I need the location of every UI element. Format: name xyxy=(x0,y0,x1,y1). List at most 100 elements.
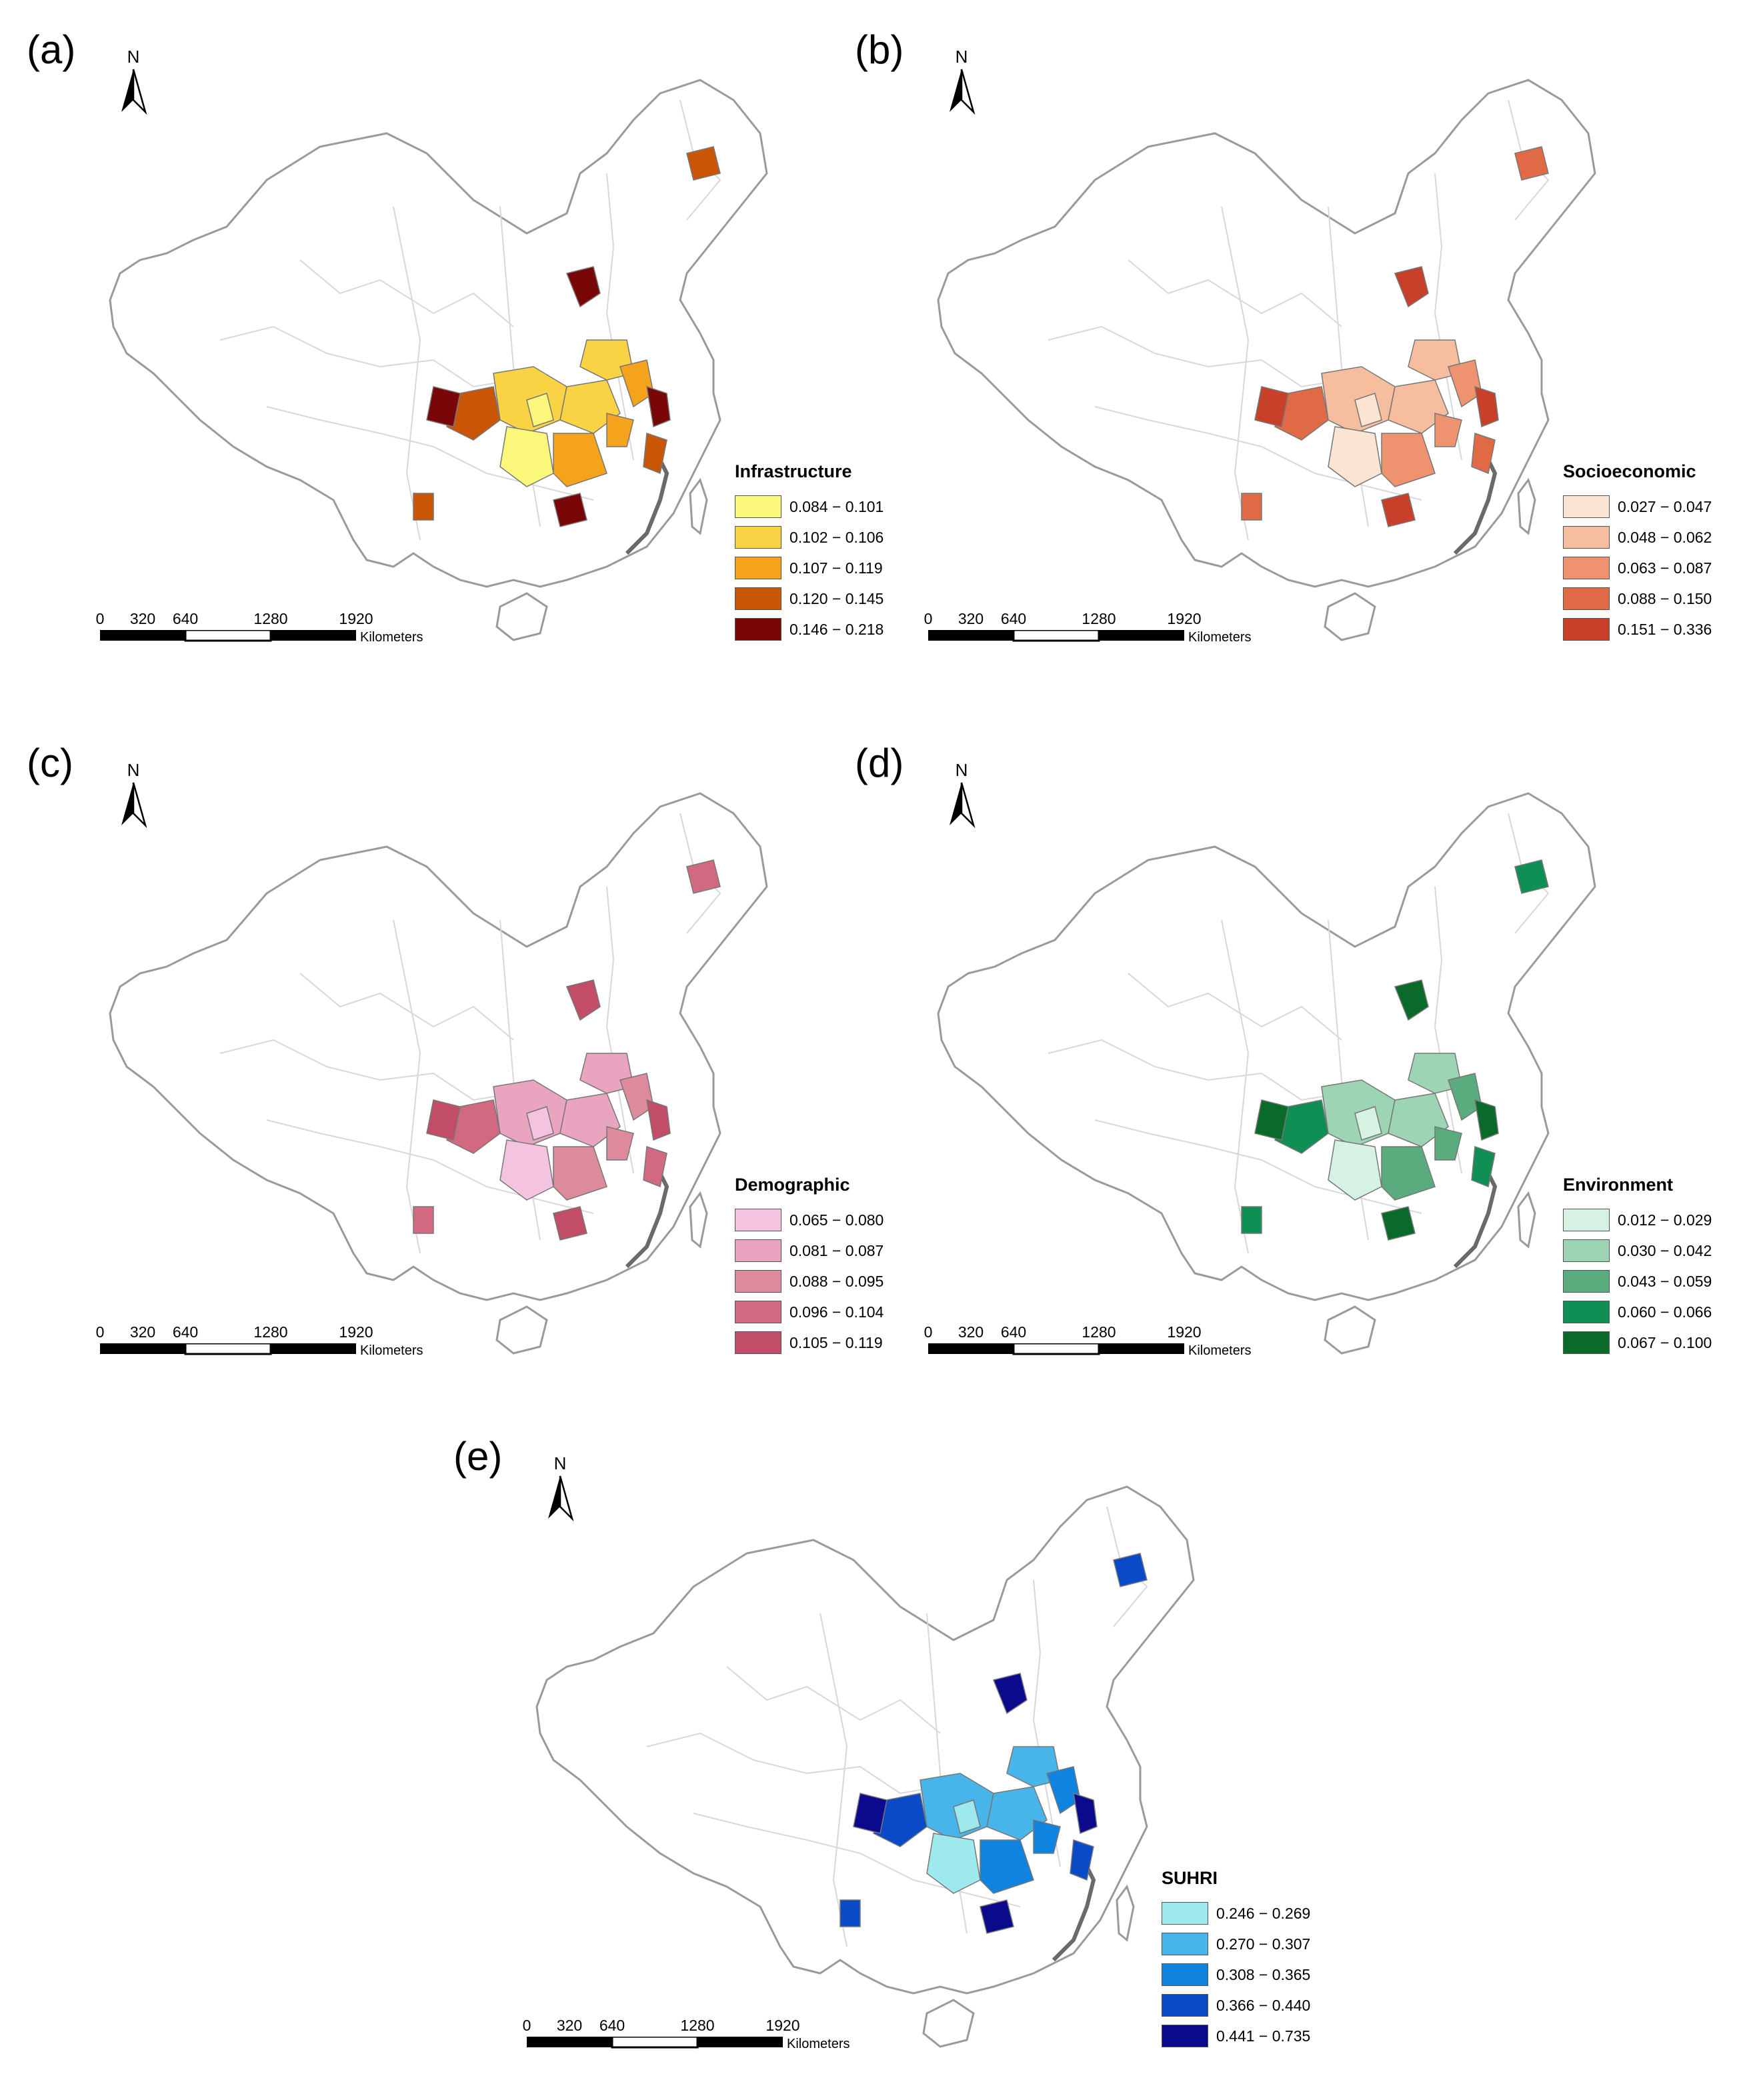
panel-label: (b) xyxy=(855,27,904,72)
city-regions xyxy=(1241,146,1549,527)
city-region xyxy=(499,426,554,487)
legend-range-label: 0.366 − 0.440 xyxy=(1216,1996,1311,2014)
china-map xyxy=(109,792,768,1355)
city-region xyxy=(426,386,461,427)
legend-item: 0.366 − 0.440 xyxy=(1162,1990,1310,2021)
legend-swatch xyxy=(1162,1933,1208,1955)
city-region xyxy=(553,1146,607,1201)
north-arrow-icon: N xyxy=(121,47,147,115)
scale-bar: 0 320 640 1280 1920 Kilometers xyxy=(523,2017,887,2057)
legend-item: 0.102 − 0.106 xyxy=(735,522,884,553)
city-region xyxy=(413,1206,434,1234)
china-map xyxy=(937,79,1596,641)
scale-tick-label: 320 xyxy=(129,610,156,627)
city-region xyxy=(839,1899,861,1927)
panel-label: (e) xyxy=(453,1434,503,1479)
scale-bar-graphic xyxy=(100,630,356,642)
legend-item: 0.146 − 0.218 xyxy=(735,614,884,645)
scale-tick-label: 1280 xyxy=(1082,1323,1116,1341)
china-map xyxy=(109,79,768,641)
legend-item: 0.096 − 0.104 xyxy=(735,1297,884,1327)
legend-item: 0.088 − 0.150 xyxy=(1563,583,1712,614)
legend-item: 0.065 − 0.080 xyxy=(735,1205,884,1235)
scale-tick-label: 1280 xyxy=(253,610,288,627)
north-arrow-icon: N xyxy=(950,47,976,115)
map-legend: SUHRI 0.246 − 0.269 0.270 − 0.307 0.308 − … xyxy=(1162,1868,1310,2051)
scale-tick-label: 640 xyxy=(599,2017,625,2034)
legend-swatch xyxy=(735,618,781,641)
legend-range-label: 0.146 − 0.218 xyxy=(789,620,884,638)
china-map xyxy=(535,1485,1195,2048)
city-region xyxy=(1241,1206,1262,1234)
city-region xyxy=(526,393,554,427)
svg-text:N: N xyxy=(127,47,140,67)
scale-tick-label: 1920 xyxy=(339,610,373,627)
map-panel-e: (e) N xyxy=(453,1433,1314,2100)
legend-item: 0.151 − 0.336 xyxy=(1563,614,1712,645)
legend-swatch xyxy=(1563,526,1610,549)
legend-swatch xyxy=(735,1270,781,1293)
legend-range-label: 0.246 − 0.269 xyxy=(1216,1904,1311,1922)
legend-range-label: 0.151 − 0.336 xyxy=(1618,620,1712,638)
legend-item: 0.308 − 0.365 xyxy=(1162,1959,1310,1990)
scale-units: Kilometers xyxy=(1188,630,1252,645)
north-arrow-icon: N xyxy=(121,760,147,829)
city-region xyxy=(1474,385,1499,428)
scale-tick-label: 640 xyxy=(1000,610,1027,627)
legend-swatch xyxy=(735,557,781,579)
map-panel-a: (a) N xyxy=(27,27,887,693)
country-outline xyxy=(535,1485,1195,2048)
legend-range-label: 0.107 − 0.119 xyxy=(789,559,883,577)
city-region xyxy=(980,1899,1014,1934)
city-region xyxy=(953,1799,981,1834)
city-regions xyxy=(1241,859,1549,1241)
legend-title: Socioeconomic xyxy=(1563,461,1696,481)
legend-item: 0.060 − 0.066 xyxy=(1563,1297,1712,1327)
city-region xyxy=(1408,1053,1462,1094)
city-region xyxy=(646,385,671,428)
scale-tick-label: 1280 xyxy=(1082,610,1116,627)
city-region xyxy=(853,1793,888,1834)
city-region xyxy=(1434,1126,1462,1161)
city-region xyxy=(1381,1206,1416,1241)
legend-range-label: 0.105 − 0.119 xyxy=(789,1333,883,1351)
legend-swatch xyxy=(1162,1902,1208,1925)
legend-swatch xyxy=(735,1239,781,1262)
city-region xyxy=(1073,1792,1098,1835)
legend-item: 0.246 − 0.269 xyxy=(1162,1898,1310,1929)
legend-range-label: 0.120 − 0.145 xyxy=(789,589,884,607)
scale-tick-label: 640 xyxy=(1000,1323,1027,1341)
city-region xyxy=(1241,493,1262,521)
city-region xyxy=(499,1139,554,1201)
scale-tick-label: 1920 xyxy=(1167,610,1202,627)
city-regions xyxy=(413,859,721,1241)
legend-swatch xyxy=(735,1331,781,1354)
city-region xyxy=(1514,859,1549,894)
china-map xyxy=(937,792,1596,1355)
city-region xyxy=(526,1106,554,1141)
legend-range-label: 0.308 − 0.365 xyxy=(1216,1965,1311,1983)
legend-range-label: 0.067 − 0.100 xyxy=(1618,1333,1712,1351)
city-region xyxy=(1474,1099,1499,1141)
legend-title: Infrastructure xyxy=(735,461,852,481)
scale-tick-label: 0 xyxy=(924,1323,933,1341)
city-region xyxy=(413,493,434,521)
city-region xyxy=(1254,386,1289,427)
legend-range-label: 0.096 − 0.104 xyxy=(789,1303,884,1321)
legend-item: 0.120 − 0.145 xyxy=(735,583,884,614)
legend-swatch xyxy=(735,495,781,518)
scale-bar-graphic xyxy=(928,630,1184,642)
city-region xyxy=(1471,432,1496,475)
city-region xyxy=(553,493,587,527)
legend-swatch xyxy=(1563,618,1610,641)
city-region xyxy=(579,1053,634,1094)
city-region xyxy=(1328,1139,1382,1201)
scale-tick-label: 0 xyxy=(522,2017,531,2034)
scale-bar: 0 320 640 1280 1920 Kilometers xyxy=(924,610,1288,650)
scale-tick-label: 320 xyxy=(958,1323,984,1341)
city-region xyxy=(1354,393,1382,427)
city-region xyxy=(426,1099,461,1141)
city-region xyxy=(1354,1106,1382,1141)
legend-item: 0.105 − 0.119 xyxy=(735,1327,884,1358)
legend-item: 0.067 − 0.100 xyxy=(1563,1327,1712,1358)
